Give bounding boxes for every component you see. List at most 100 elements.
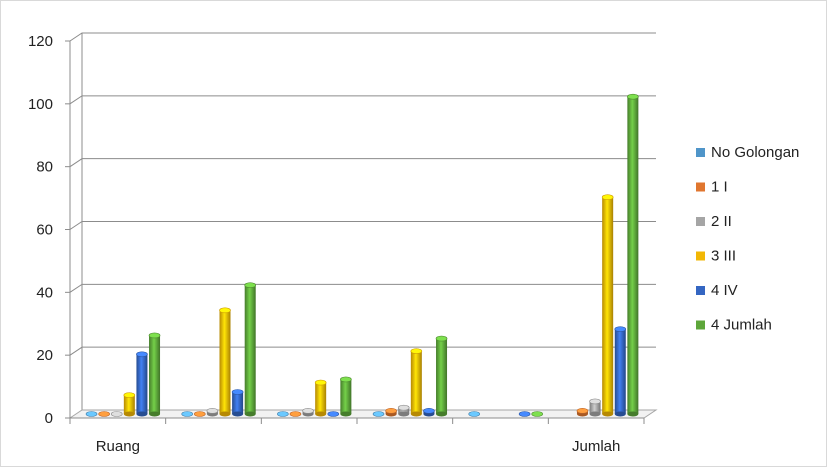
- bar-base: [436, 411, 448, 417]
- bar-body: [589, 401, 601, 414]
- bar: [410, 348, 423, 417]
- bar-base: [602, 411, 614, 417]
- bar: [302, 408, 314, 417]
- bar: [194, 411, 206, 417]
- bar: [289, 411, 302, 417]
- bar-top: [385, 408, 397, 414]
- bar: [314, 379, 327, 417]
- bar-body: [219, 310, 231, 414]
- legend-swatch: [696, 217, 705, 226]
- bar-top: [531, 411, 544, 417]
- bar: [219, 307, 231, 417]
- bar-base: [123, 411, 135, 417]
- bar: [614, 326, 627, 417]
- bar: [136, 351, 148, 417]
- bar: [385, 408, 397, 417]
- bar-top: [589, 398, 601, 405]
- bar: [244, 282, 256, 417]
- bar-top: [302, 408, 314, 414]
- bar: [231, 389, 244, 417]
- bar: [397, 404, 410, 417]
- bar-body: [315, 382, 327, 414]
- bar-top: [123, 392, 136, 398]
- bar: [85, 411, 98, 417]
- bar-top: [85, 411, 98, 417]
- legend-swatch: [696, 286, 705, 295]
- bar-top: [627, 93, 639, 100]
- bar-top: [576, 408, 589, 414]
- bar-body: [340, 379, 352, 414]
- y-tick-label: 120: [28, 33, 53, 50]
- bar-body: [232, 392, 244, 414]
- bar-base: [232, 411, 244, 417]
- bar: [327, 411, 340, 417]
- legend-swatch: [696, 182, 705, 192]
- gridline: [69, 283, 656, 293]
- bar: [98, 411, 110, 417]
- bar-body: [244, 285, 256, 414]
- bar-body: [149, 335, 161, 414]
- bar: [601, 194, 614, 417]
- plot-area: 0 20 40 60 80 100 120 Ruang Jumlah: [28, 32, 658, 455]
- gridline: [69, 95, 656, 105]
- legend-label: 4 IV: [711, 282, 738, 299]
- bar-body: [398, 407, 410, 414]
- y-tick-label: 0: [45, 410, 53, 427]
- bar: [123, 392, 136, 417]
- bar-base: [340, 411, 352, 417]
- bar-top: [244, 282, 256, 288]
- bar-top: [468, 411, 481, 417]
- legend-swatch: [696, 251, 705, 261]
- bar-top: [423, 408, 435, 414]
- y-tick-label: 60: [36, 222, 53, 239]
- bar-body: [436, 338, 448, 414]
- gridline: [69, 158, 656, 168]
- bar-top: [206, 408, 219, 414]
- bar-top: [340, 376, 352, 383]
- bar: [340, 376, 352, 417]
- bar-top: [219, 307, 231, 314]
- y-tick-label: 20: [36, 347, 53, 364]
- x-category-label: Ruang: [96, 438, 140, 455]
- legend-item: 4 Jumlah: [696, 317, 772, 334]
- bar-top: [231, 389, 244, 395]
- bar: [181, 411, 193, 417]
- legend-label: 3 III: [711, 248, 736, 265]
- legend-item: 3 III: [696, 248, 736, 265]
- bar: [277, 411, 289, 417]
- legend-item: 1 I: [696, 179, 728, 196]
- legend-item: 2 II: [696, 213, 732, 230]
- legend-item: 4 IV: [696, 282, 738, 299]
- gridline: [69, 346, 656, 356]
- bar-body: [602, 197, 614, 414]
- bar-top: [410, 348, 423, 354]
- bar-base: [410, 411, 422, 417]
- bar: [468, 411, 481, 417]
- bar: [531, 411, 544, 417]
- bar-top: [327, 411, 340, 417]
- bar-top: [601, 194, 614, 201]
- bar-top: [372, 411, 385, 417]
- legend-item: No Golongan: [696, 144, 799, 161]
- legend-label: 2 II: [711, 213, 732, 230]
- legend-label: 1 I: [711, 179, 728, 196]
- bar-base: [136, 411, 148, 417]
- legend-label: 4 Jumlah: [711, 317, 772, 334]
- bar-top: [518, 411, 531, 417]
- bar-body: [614, 329, 626, 414]
- bar: [423, 408, 435, 417]
- bar-top: [289, 411, 302, 417]
- bar: [518, 411, 531, 417]
- bar-body: [410, 351, 422, 414]
- y-tick-label: 100: [28, 96, 53, 113]
- bar-top: [277, 411, 289, 417]
- gridline: [69, 32, 656, 42]
- bar-top: [181, 411, 193, 417]
- gridline: [69, 221, 656, 230]
- bar-base: [149, 411, 161, 417]
- bar-base: [244, 411, 256, 417]
- bar-body: [123, 395, 135, 414]
- bar-base: [219, 411, 231, 417]
- y-tick-label: 80: [36, 159, 53, 176]
